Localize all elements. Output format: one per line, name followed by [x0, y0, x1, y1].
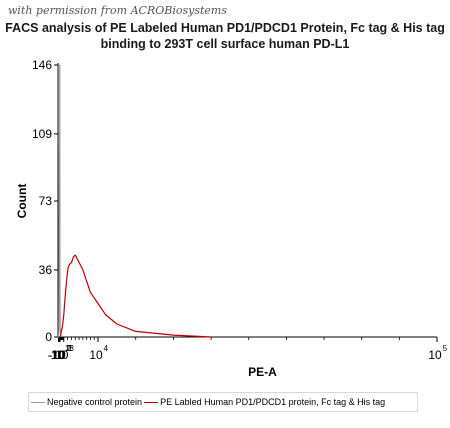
x-axis-label: PE-A — [248, 365, 277, 379]
chart-title-line1: FACS analysis of PE Labeled Human PD1/PD… — [5, 21, 445, 35]
legend-item-2: PE Labled Human PD1/PDCD1 protein, Fc ta… — [144, 397, 385, 407]
watermark-text: with permission from ACROBiosystems — [8, 4, 227, 17]
x-tick-exponent: 1 — [65, 344, 70, 353]
legend-label: PE Labled Human PD1/PDCD1 protein, Fc ta… — [160, 397, 386, 407]
x-tick-exponent: 5 — [443, 344, 448, 353]
series-line-2 — [59, 254, 212, 338]
x-tick-label: -10 — [48, 348, 66, 362]
legend-item-1: Negative control protein — [31, 397, 142, 407]
chart-title: FACS analysis of PE Labeled Human PD1/PD… — [0, 20, 450, 52]
legend-swatch — [144, 401, 159, 403]
x-tick-label: -10 — [48, 348, 66, 362]
x-tick-label: 10 — [55, 348, 69, 362]
chart-title-line2: binding to 293T cell surface human PD-L1 — [100, 37, 350, 51]
x-tick-label: 10 — [51, 348, 65, 362]
x-tick-exponent: 2 — [67, 344, 72, 353]
x-tick-exponent: 1 — [68, 344, 73, 353]
x-tick-exponent: 2 — [66, 344, 71, 353]
y-tick-label: 36 — [39, 263, 53, 277]
y-tick-label: 73 — [39, 194, 53, 208]
series-line-1 — [57, 64, 62, 338]
legend-swatch — [31, 401, 45, 403]
y-tick-label: 109 — [32, 127, 52, 141]
x-tick-label: 10 — [89, 348, 103, 362]
y-axis-label: Count — [15, 184, 29, 219]
x-tick-exponent: 3 — [69, 344, 74, 353]
x-tick-exponent: 4 — [104, 344, 109, 353]
chart-legend: Negative control protein PE Labled Human … — [28, 392, 418, 412]
x-tick-label: 10 — [428, 348, 442, 362]
y-tick-label: 146 — [32, 58, 52, 72]
y-tick-label: 0 — [45, 330, 52, 344]
x-tick-label: 10 — [51, 348, 65, 362]
legend-label: Negative control protein — [47, 397, 143, 407]
